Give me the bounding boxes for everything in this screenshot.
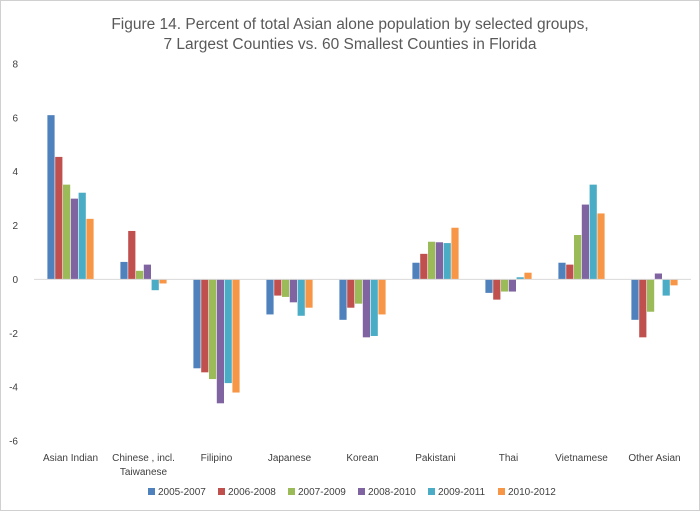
bar xyxy=(201,279,209,373)
bar xyxy=(597,213,605,280)
x-category-label: Asian Indian xyxy=(43,453,98,464)
y-tick-label: -2 xyxy=(9,329,18,340)
y-tick-label: 6 xyxy=(12,113,18,124)
bar xyxy=(305,279,313,308)
bar xyxy=(159,279,167,284)
bar xyxy=(339,279,347,320)
x-category-label: Filipino xyxy=(201,453,233,464)
y-axis: -6 -4 -2 0 2 4 6 8 xyxy=(9,60,18,448)
bar xyxy=(516,277,524,280)
bar xyxy=(355,279,363,304)
legend-label: 2008-2010 xyxy=(368,487,416,498)
x-axis-categories: Asian Indian Chinese , incl. Taiwanese Fili… xyxy=(43,453,681,478)
x-category-label: Taiwanese xyxy=(120,467,168,478)
bar xyxy=(662,279,670,296)
bar xyxy=(347,279,355,308)
bar xyxy=(282,279,290,297)
y-tick-label: 4 xyxy=(12,167,18,178)
bar xyxy=(362,279,370,338)
bar xyxy=(143,264,151,280)
x-category-label: Pakistani xyxy=(415,453,456,464)
y-tick-label: -4 xyxy=(9,383,18,394)
legend: 2005-2007 2006-2008 2007-2009 2008-2010 2009… xyxy=(148,487,556,498)
legend-label: 2009-2011 xyxy=(438,487,486,498)
bar xyxy=(47,115,55,280)
bar xyxy=(647,279,655,312)
bar xyxy=(670,279,678,286)
x-category-label: Thai xyxy=(499,453,518,464)
bar xyxy=(428,241,436,280)
legend-swatch xyxy=(428,488,435,495)
y-tick-label: 8 xyxy=(12,60,18,71)
bar xyxy=(232,279,240,393)
y-tick-label: 0 xyxy=(12,275,18,286)
bar xyxy=(508,279,516,292)
y-tick-label: 2 xyxy=(12,221,18,232)
bar xyxy=(86,218,94,280)
bar xyxy=(443,243,451,280)
bar xyxy=(589,184,597,280)
bar xyxy=(297,279,305,316)
chart-title-line-2: 7 Largest Counties vs. 60 Smallest Count… xyxy=(163,36,536,53)
bar xyxy=(435,242,443,280)
bar xyxy=(558,262,566,280)
bar xyxy=(581,204,589,280)
bar xyxy=(485,279,493,293)
bar xyxy=(370,279,378,336)
bar xyxy=(274,279,282,296)
legend-swatch xyxy=(218,488,225,495)
bar xyxy=(151,279,159,291)
bar-series-group xyxy=(47,115,678,404)
chart-title-line-1: Figure 14. Percent of total Asian alone … xyxy=(111,16,588,33)
chart-title: Figure 14. Percent of total Asian alone … xyxy=(111,16,588,53)
y-tick-label: -6 xyxy=(9,437,18,448)
legend-label: 2007-2009 xyxy=(298,487,346,498)
bar xyxy=(216,279,224,404)
legend-label: 2010-2012 xyxy=(508,487,556,498)
legend-swatch xyxy=(148,488,155,495)
bar xyxy=(451,227,459,280)
bar xyxy=(566,264,574,280)
x-category-label: Chinese , incl. xyxy=(112,453,175,464)
legend-swatch xyxy=(288,488,295,495)
legend-swatch xyxy=(498,488,505,495)
x-category-label: Korean xyxy=(346,453,378,464)
bar xyxy=(412,262,420,280)
bar xyxy=(120,261,128,280)
bar xyxy=(63,184,71,280)
bar xyxy=(136,270,144,280)
bar xyxy=(224,279,232,384)
bar xyxy=(574,235,582,280)
bar xyxy=(128,230,136,280)
bar xyxy=(193,279,201,369)
bar xyxy=(378,279,386,315)
bar xyxy=(55,156,63,280)
x-category-label: Vietnamese xyxy=(555,453,608,464)
bar xyxy=(70,198,78,280)
bar xyxy=(654,273,662,280)
bar xyxy=(209,279,217,380)
bar xyxy=(639,279,647,338)
bar xyxy=(289,279,297,303)
bar xyxy=(493,279,501,300)
legend-label: 2005-2007 xyxy=(158,487,206,498)
x-category-label: Other Asian xyxy=(628,453,680,464)
bar xyxy=(524,272,532,280)
bar xyxy=(78,192,86,280)
bar xyxy=(420,253,428,280)
legend-label: 2006-2008 xyxy=(228,487,276,498)
bar xyxy=(266,279,274,315)
legend-swatch xyxy=(358,488,365,495)
bar xyxy=(631,279,639,320)
x-category-label: Japanese xyxy=(268,453,312,464)
bar xyxy=(501,279,509,292)
